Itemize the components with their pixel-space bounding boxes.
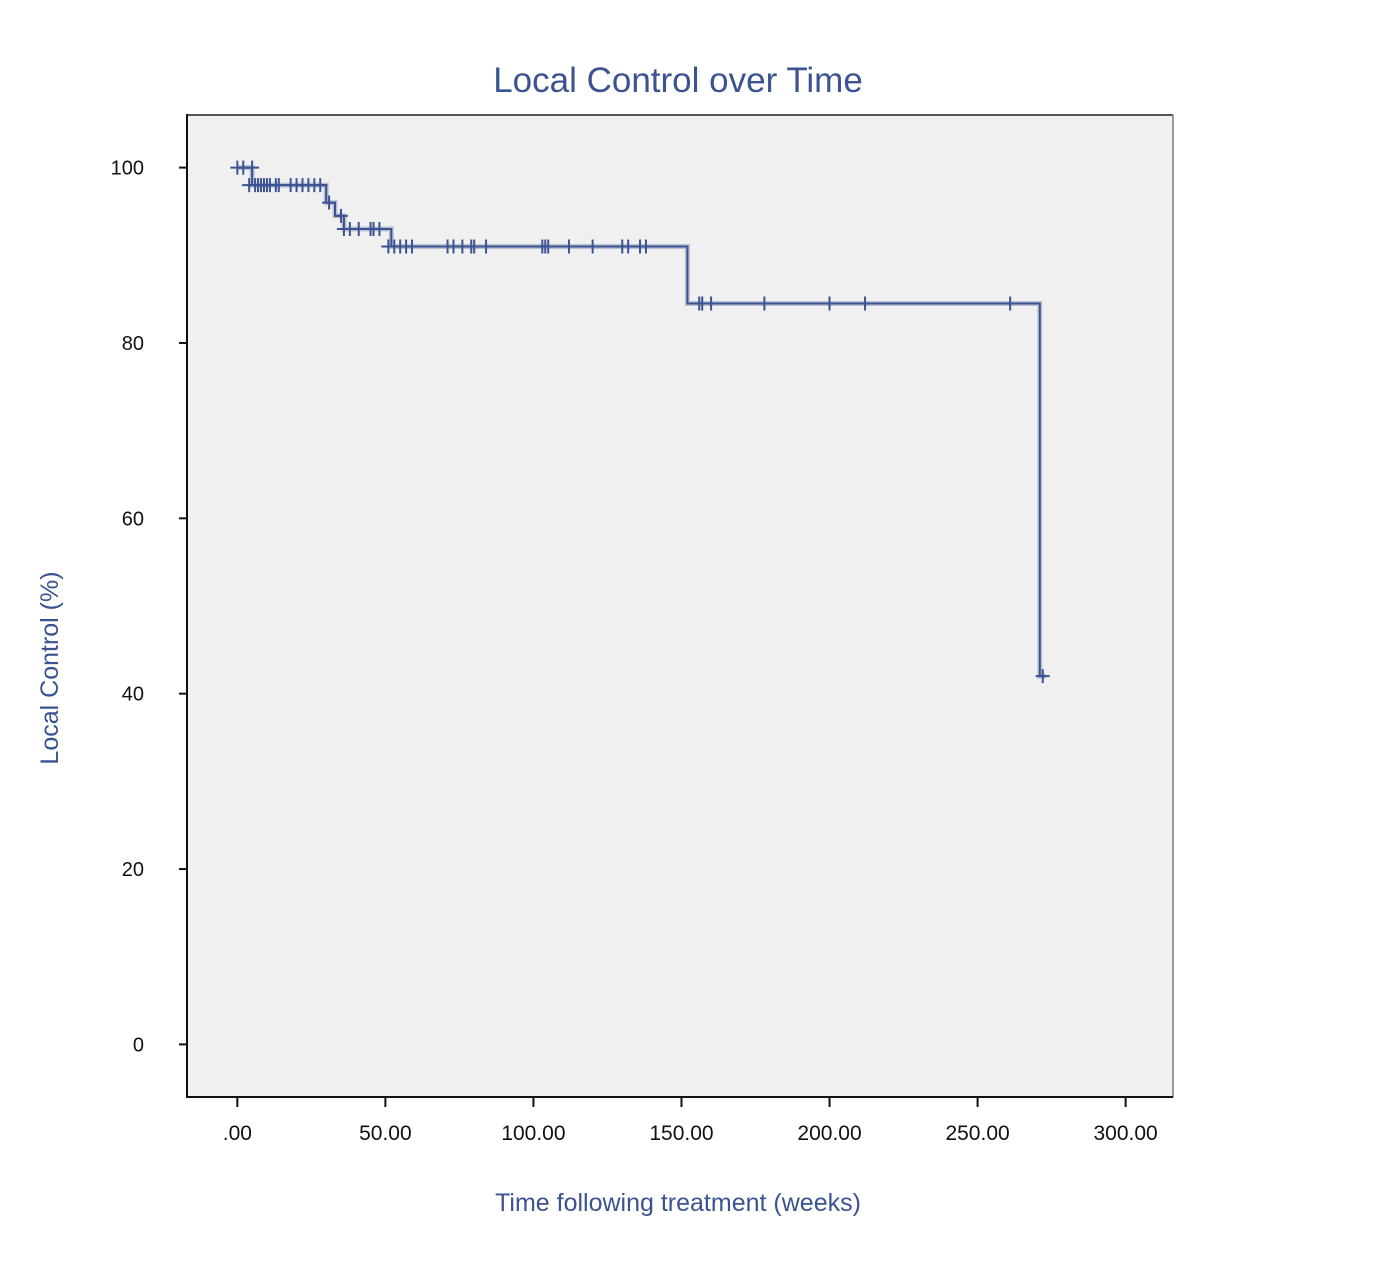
censor-mark bbox=[1035, 669, 1050, 684]
y-tick-label: 60 bbox=[122, 508, 144, 530]
plot-area bbox=[186, 114, 1174, 1098]
censor-mark bbox=[561, 239, 576, 254]
y-tick-label: 80 bbox=[122, 333, 144, 355]
censor-mark bbox=[245, 160, 260, 175]
y-tick-label: 20 bbox=[122, 859, 144, 881]
censor-mark bbox=[757, 296, 772, 311]
x-tick-label: 100.00 bbox=[501, 1122, 565, 1145]
x-tick-label: 300.00 bbox=[1094, 1122, 1158, 1145]
x-axis-label: Time following treatment (weeks) bbox=[495, 1189, 861, 1217]
y-axis-ticks: 0 20 40 60 80 100 bbox=[111, 158, 187, 1056]
censor-mark bbox=[313, 178, 328, 193]
x-tick-label: 150.00 bbox=[649, 1122, 713, 1145]
x-tick-label: .00 bbox=[223, 1122, 252, 1145]
censor-mark bbox=[405, 239, 420, 254]
y-tick-label: 100 bbox=[111, 158, 144, 180]
censor-marks bbox=[230, 160, 1050, 684]
censor-mark bbox=[585, 239, 600, 254]
x-axis-ticks: .00 50.00 100.00 150.00 200.00 250.00 300.00 bbox=[223, 1097, 1158, 1145]
censor-mark bbox=[1003, 296, 1018, 311]
censor-mark bbox=[333, 208, 348, 223]
x-tick-label: 250.00 bbox=[945, 1122, 1009, 1145]
censor-mark bbox=[541, 239, 556, 254]
censor-mark bbox=[271, 178, 286, 193]
y-axis-label: Local Control (%) bbox=[36, 571, 64, 764]
censor-mark bbox=[822, 296, 837, 311]
chart-title: Local Control over Time bbox=[493, 61, 863, 100]
censor-mark bbox=[372, 221, 387, 236]
x-tick-label: 200.00 bbox=[797, 1122, 861, 1145]
y-tick-label: 0 bbox=[133, 1034, 144, 1056]
censor-mark bbox=[621, 239, 636, 254]
censor-mark bbox=[704, 296, 719, 311]
y-tick-label: 40 bbox=[122, 684, 144, 706]
censor-mark bbox=[351, 221, 366, 236]
censor-mark bbox=[467, 239, 482, 254]
censor-mark bbox=[322, 195, 337, 210]
x-tick-label: 50.00 bbox=[359, 1122, 412, 1145]
censor-mark bbox=[638, 239, 653, 254]
censor-mark bbox=[479, 239, 494, 254]
censor-mark bbox=[858, 296, 873, 311]
